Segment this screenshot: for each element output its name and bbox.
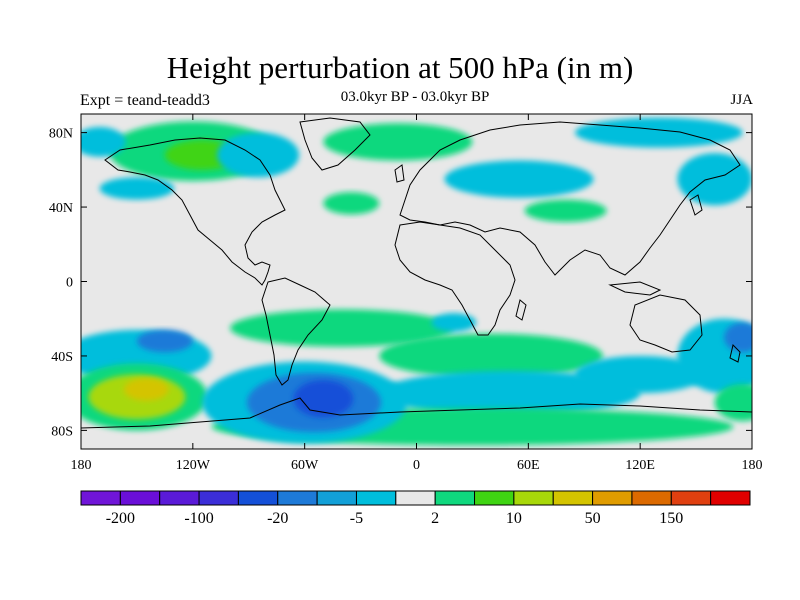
field-region (714, 383, 752, 422)
field-region (724, 322, 752, 353)
colorbar-label: 2 (431, 510, 439, 527)
x-tick-label: 0 (413, 458, 420, 473)
field-region (99, 177, 175, 200)
coast-south-america (261, 277, 331, 386)
field-region (217, 132, 300, 178)
x-tick-label: 60W (291, 458, 319, 473)
colorbar-label: 10 (506, 510, 522, 527)
coast-antarctica (81, 397, 752, 429)
colorbar-label: 150 (659, 510, 683, 527)
colorbar-box (513, 490, 554, 506)
field-region (379, 333, 603, 379)
colorbar-label: -20 (267, 510, 288, 527)
x-tick-label: 180 (71, 458, 92, 473)
x-tick-label: 120E (625, 458, 655, 473)
experiment-label: Expt = teand-teadd3 (80, 92, 210, 109)
coast-indonesia (608, 281, 662, 296)
coast-japan (689, 194, 703, 216)
colorbar-box (119, 490, 161, 506)
coast-madagascar (515, 299, 527, 321)
colorbar: -200 -100 -20 -5 2 10 50 150 (80, 490, 751, 527)
colorbar-label: -5 (350, 510, 363, 527)
y-tick-label: 40N (49, 201, 73, 216)
colorbar-box (670, 490, 712, 506)
colorbar-box (395, 490, 436, 506)
field-region (123, 378, 169, 401)
colorbar-box (198, 490, 239, 506)
colorbar-box (474, 490, 515, 506)
coastlines (81, 117, 752, 429)
y-tick-label: 0 (66, 276, 73, 291)
colorbar-box (316, 490, 357, 506)
period-label: 03.0kyr BP - 03.0kyr BP (340, 89, 490, 105)
colorbar-box (592, 490, 633, 506)
colorbar-box (552, 490, 594, 506)
y-tick-label: 40S (51, 350, 73, 365)
coast-greenland (299, 117, 371, 171)
coast-uk (394, 164, 405, 183)
colorbar-box (710, 490, 751, 506)
field-region (431, 313, 477, 332)
colorbar-box (159, 490, 200, 506)
field-region (574, 117, 743, 148)
x-tick-label: 120W (176, 458, 211, 473)
field-region (323, 123, 473, 161)
colorbar-box (355, 490, 397, 506)
coast-new-zealand (729, 344, 741, 363)
colorbar-label: 50 (585, 510, 601, 527)
coast-north-america (104, 137, 286, 286)
season-label: JJA (730, 92, 753, 108)
y-tick-label: 80N (49, 127, 73, 142)
x-tick-label: 60E (517, 458, 540, 473)
field-region (574, 355, 706, 394)
field-region (444, 160, 594, 198)
field-region (136, 329, 193, 353)
map-title: Height perturbation at 500 hPa (in m) (166, 50, 634, 85)
colorbar-label: -100 (184, 510, 213, 527)
perturbation-field (81, 117, 752, 446)
x-tick-label: 180 (742, 458, 763, 473)
axis-ticks: 180 120W 60W 0 60E 120E 180 80N 40N 0 40S 80S (49, 114, 763, 473)
field-region (677, 153, 752, 206)
colorbar-box (434, 490, 476, 506)
colorbar-box (277, 490, 318, 506)
coast-australia (629, 294, 703, 353)
coast-eurasia (399, 121, 741, 276)
colorbar-box (237, 490, 279, 506)
colorbar-box (80, 490, 121, 506)
field-region (524, 199, 607, 222)
field-region (323, 192, 380, 215)
colorbar-box (631, 490, 672, 506)
colorbar-label: -200 (106, 510, 135, 527)
field-region (230, 309, 454, 347)
field-region (81, 127, 126, 157)
coast-africa (394, 221, 516, 336)
plot-area: 180 120W 60W 0 60E 120E 180 80N 40N 0 40S 80S (49, 113, 763, 473)
y-tick-label: 80S (51, 424, 73, 439)
